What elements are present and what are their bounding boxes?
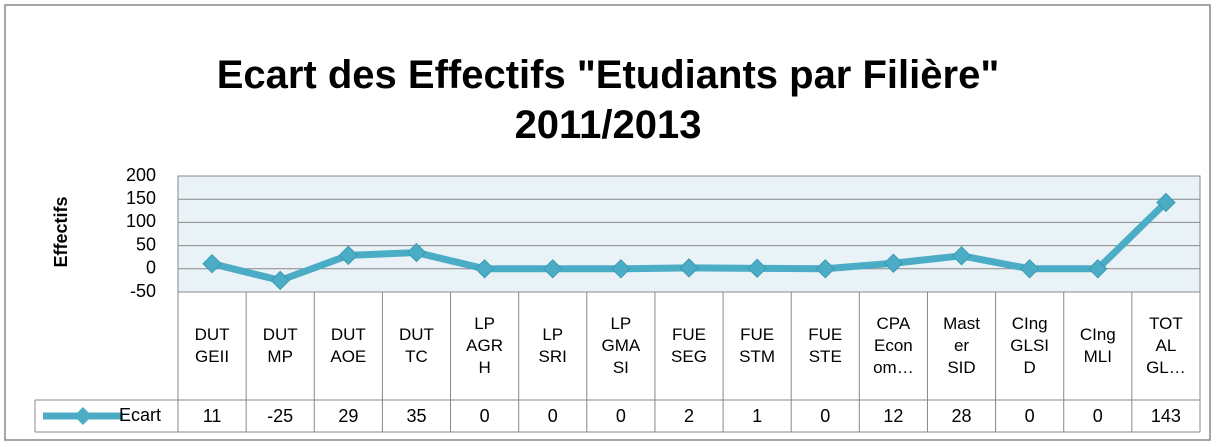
data-value: 0 — [615, 405, 626, 426]
legend-label: Ecart — [119, 405, 161, 425]
data-point — [747, 258, 767, 279]
legend-marker — [74, 407, 92, 425]
chart-title: Ecart des Effectifs "Etudiants par Filiè… — [216, 53, 1000, 147]
data-point — [1088, 259, 1108, 279]
data-value: 11 — [202, 405, 222, 426]
category-label: LP SRI — [538, 325, 567, 366]
data-point — [883, 253, 904, 273]
data-point — [815, 259, 835, 279]
y-tick-label: 0 — [146, 258, 156, 278]
category-label: CPA Econ om… — [873, 314, 914, 377]
data-value: 0 — [820, 405, 831, 426]
category-label: FUE SEG — [671, 325, 707, 366]
y-tick-label: 150 — [126, 188, 156, 208]
category-label: CIng MLI — [1079, 325, 1116, 366]
category-label: FUE STE — [808, 325, 843, 366]
data-point — [679, 258, 699, 278]
category-label: DUT TC — [398, 325, 434, 366]
data-point — [543, 259, 563, 279]
data-point — [338, 245, 359, 266]
category-label: TOT AL GL… — [1146, 314, 1186, 377]
data-point — [406, 242, 427, 263]
data-value: 29 — [338, 405, 359, 426]
data-value: 0 — [479, 405, 490, 426]
data-point — [1156, 192, 1176, 213]
data-value: 0 — [1024, 405, 1035, 426]
data-value: 0 — [1092, 405, 1103, 426]
data-value: 35 — [406, 405, 427, 426]
category-label: FUE STM — [739, 325, 776, 366]
data-point — [951, 246, 972, 266]
data-point — [1019, 259, 1040, 279]
category-label: Mast er SID — [943, 314, 980, 377]
y-tick-label: 200 — [126, 165, 156, 185]
data-value: 0 — [547, 405, 558, 426]
data-point — [474, 259, 495, 279]
data-value: 12 — [883, 405, 904, 426]
y-tick-label: -50 — [130, 281, 156, 301]
category-label: LP GMA SI — [601, 314, 641, 377]
data-value: -25 — [267, 405, 294, 426]
data-point — [611, 259, 631, 279]
category-label: DUT GEII — [194, 325, 230, 366]
category-label: DUT AOE — [330, 325, 367, 366]
data-point — [270, 270, 290, 291]
data-point — [202, 253, 222, 274]
category-label: DUT MP — [262, 325, 298, 366]
data-value: 1 — [752, 405, 763, 426]
data-value: 2 — [683, 405, 694, 426]
y-axis-label: Effectifs — [51, 196, 71, 267]
category-label: CIng GLSI D — [1010, 314, 1050, 377]
y-tick-label: 100 — [126, 211, 156, 231]
category-label: LP AGR H — [466, 314, 504, 377]
data-value: 143 — [1150, 405, 1181, 426]
y-tick-label: 50 — [136, 234, 156, 254]
data-value: 28 — [951, 405, 972, 426]
